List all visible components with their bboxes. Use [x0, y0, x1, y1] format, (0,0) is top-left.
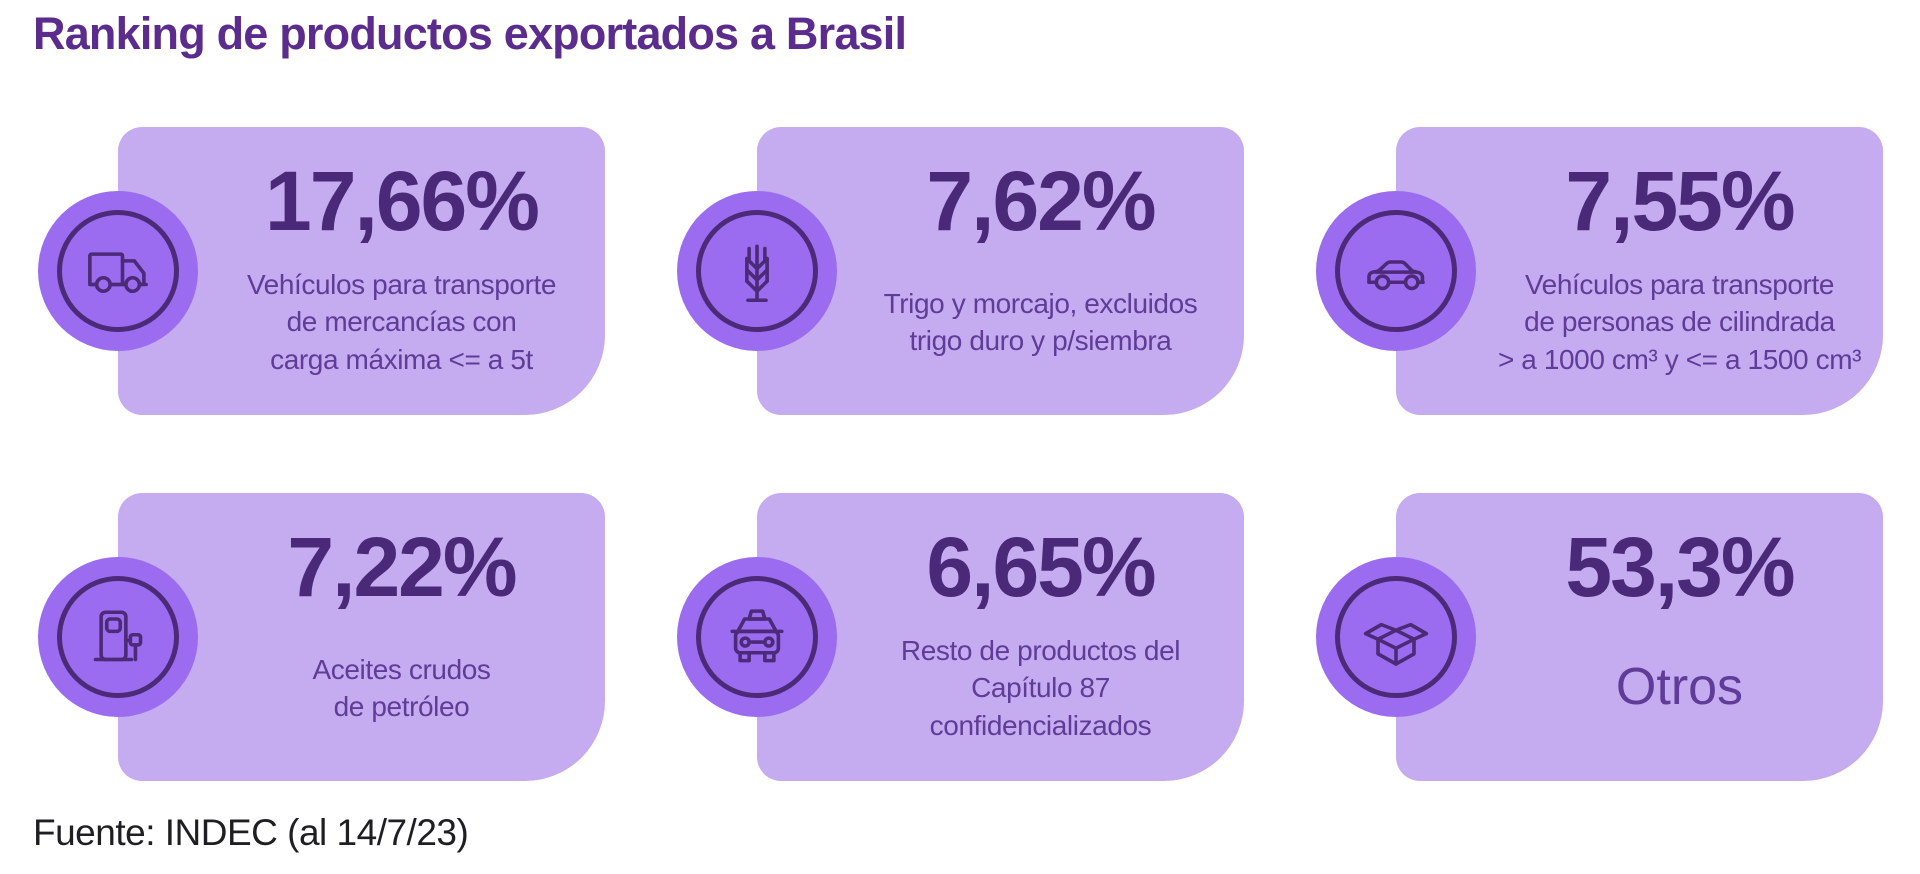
- icon-badge: [677, 191, 837, 351]
- stat-value: 17,66%: [265, 154, 540, 248]
- card-vehiculos-mercancias: 17,66% Vehículos para transporte de merc…: [38, 127, 605, 415]
- stat-value: 53,3%: [1565, 520, 1795, 614]
- taxi-icon: [730, 609, 784, 663]
- card-otros: 53,3% Otros: [1316, 493, 1883, 781]
- icon-badge: [1316, 191, 1476, 351]
- stat-value: 6,65%: [926, 520, 1156, 614]
- stat-value: 7,55%: [1565, 154, 1795, 248]
- stat-description: Vehículos para transporte de personas de…: [1497, 268, 1862, 375]
- open-box-icon: [1363, 622, 1429, 666]
- stat-description: Trigo y morcajo, excluidos trigo duro y …: [883, 287, 1198, 357]
- icon-ring: [696, 210, 818, 332]
- icon-ring: [57, 576, 179, 698]
- page-title: Ranking de productos exportados a Brasil: [33, 8, 907, 59]
- fuel-pump-icon: [93, 610, 143, 662]
- stat-description: Vehículos para transporte de mercancías …: [246, 268, 557, 375]
- icon-ring: [1335, 210, 1457, 332]
- truck-icon: [88, 252, 148, 294]
- stat-value: 7,62%: [926, 154, 1156, 248]
- wheat-icon: [745, 244, 769, 303]
- stat-description: Resto de productos del Capítulo 87 confi…: [900, 634, 1181, 741]
- car-icon: [1367, 260, 1425, 291]
- cards-grid: 17,66% Vehículos para transporte de merc…: [38, 127, 1883, 781]
- icon-ring: [57, 210, 179, 332]
- icon-ring: [1335, 576, 1457, 698]
- card-resto-capitulo87: 6,65% Resto de productos del Capítulo 87…: [677, 493, 1244, 781]
- stat-description: Otros: [1615, 658, 1744, 717]
- icon-ring: [696, 576, 818, 698]
- stat-value: 7,22%: [287, 520, 517, 614]
- icon-badge: [38, 191, 198, 351]
- icon-badge: [677, 557, 837, 717]
- card-trigo-morcajo: 7,62% Trigo y morcajo, excluidos trigo d…: [677, 127, 1244, 415]
- stat-description: Aceites crudos de petróleo: [312, 653, 491, 723]
- icon-badge: [1316, 557, 1476, 717]
- card-vehiculos-personas: 7,55% Vehículos para transporte de perso…: [1316, 127, 1883, 415]
- icon-badge: [38, 557, 198, 717]
- card-aceites-crudos: 7,22% Aceites crudos de petróleo: [38, 493, 605, 781]
- source-note: Fuente: INDEC (al 14/7/23): [33, 812, 469, 853]
